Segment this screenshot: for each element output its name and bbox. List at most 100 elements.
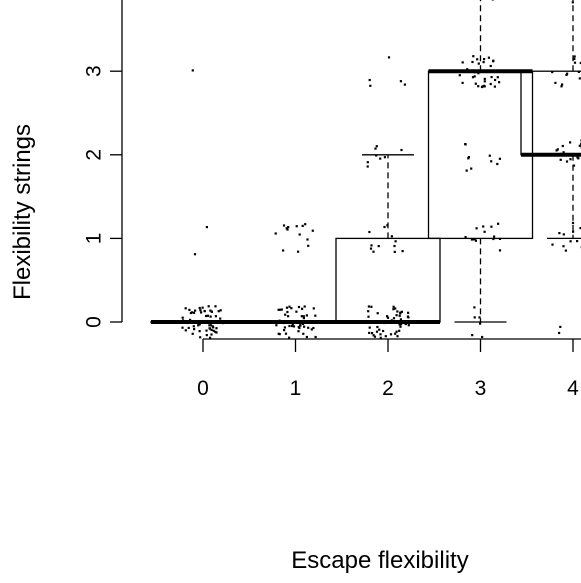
data-point <box>282 321 285 325</box>
data-point <box>198 330 201 333</box>
data-point <box>222 321 225 324</box>
data-point <box>367 315 370 318</box>
data-point <box>300 315 303 318</box>
box-3 <box>427 0 534 323</box>
data-point <box>487 56 490 59</box>
data-point <box>476 58 479 61</box>
data-point <box>398 329 401 332</box>
data-point <box>401 321 404 324</box>
axes: 01234501234 <box>83 0 581 400</box>
data-point <box>392 305 395 308</box>
box-rect <box>427 70 534 240</box>
data-point <box>395 314 398 317</box>
data-point <box>209 336 212 339</box>
data-point <box>471 334 474 337</box>
data-point <box>194 309 197 312</box>
data-point <box>297 250 300 253</box>
data-point <box>470 167 473 170</box>
data-point <box>201 306 204 309</box>
data-point <box>399 80 402 83</box>
data-point <box>377 245 380 248</box>
data-point <box>566 72 569 75</box>
data-point <box>302 317 305 320</box>
data-point <box>569 141 572 144</box>
data-point <box>398 314 401 317</box>
x-axis-title: Escape flexibility <box>291 547 468 574</box>
data-point <box>556 148 559 151</box>
data-point <box>490 160 493 163</box>
x-tick-label: 1 <box>290 377 302 400</box>
x-tick-label: 3 <box>475 377 487 400</box>
data-point <box>488 154 491 157</box>
data-point <box>490 76 493 79</box>
data-point <box>565 160 569 163</box>
data-point <box>278 319 281 322</box>
data-point <box>181 319 185 322</box>
data-point <box>554 153 557 156</box>
data-point <box>383 321 386 325</box>
data-point <box>497 222 500 225</box>
data-point <box>302 315 305 318</box>
data-point <box>474 239 477 242</box>
data-point <box>576 240 579 243</box>
data-point <box>192 325 195 328</box>
data-point <box>492 237 495 241</box>
box-2 <box>335 154 441 324</box>
data-point <box>578 144 581 147</box>
data-point <box>312 307 315 310</box>
data-point <box>559 325 562 328</box>
data-point <box>384 335 387 338</box>
data-point <box>395 330 398 333</box>
data-point <box>209 309 212 312</box>
data-point <box>379 336 382 339</box>
data-point <box>483 230 486 233</box>
data-point <box>187 326 190 329</box>
data-point <box>383 156 386 159</box>
data-point <box>378 328 381 331</box>
data-point <box>191 332 194 335</box>
data-point <box>491 0 494 1</box>
data-point <box>369 247 373 250</box>
data-point <box>285 227 288 230</box>
data-point <box>498 249 502 252</box>
data-point <box>205 226 208 229</box>
data-point <box>570 154 573 157</box>
data-point <box>407 311 410 314</box>
data-point <box>464 236 467 239</box>
x-tick-label: 2 <box>382 377 394 400</box>
data-point <box>284 332 288 335</box>
y-axis-title: Flexibility strings <box>9 124 36 300</box>
data-point <box>560 85 563 88</box>
data-point <box>205 329 208 332</box>
data-point <box>370 305 373 308</box>
data-point <box>472 55 475 58</box>
data-point <box>498 237 502 240</box>
data-point <box>299 324 302 327</box>
plot-area <box>150 0 581 339</box>
data-point <box>483 80 486 83</box>
data-point <box>203 309 206 313</box>
data-point <box>393 244 396 248</box>
data-point <box>572 230 575 233</box>
data-point <box>396 335 399 338</box>
data-point <box>392 317 396 320</box>
data-point <box>578 77 581 80</box>
data-point <box>470 238 473 241</box>
data-point <box>297 305 301 309</box>
data-point <box>366 161 369 164</box>
data-point <box>303 325 306 328</box>
data-point <box>212 329 215 332</box>
data-point <box>285 320 288 323</box>
data-point <box>198 323 201 326</box>
data-point <box>474 71 477 74</box>
data-point <box>489 64 492 68</box>
data-point <box>461 61 464 64</box>
data-point <box>282 249 285 252</box>
y-tick-label: 2 <box>83 149 106 161</box>
data-point <box>304 223 307 226</box>
data-point <box>483 85 486 88</box>
data-point <box>192 311 196 314</box>
data-point <box>386 224 389 227</box>
data-point <box>392 308 395 311</box>
data-point <box>564 249 567 252</box>
